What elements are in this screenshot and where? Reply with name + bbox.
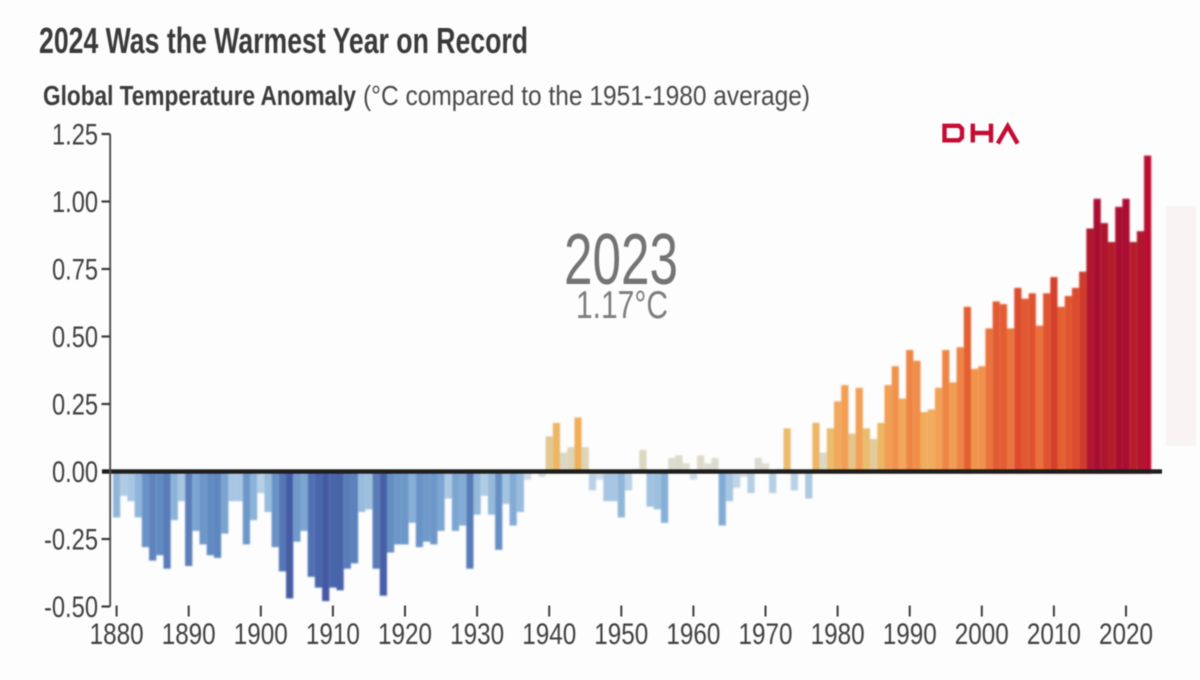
svg-text:1890: 1890	[162, 618, 216, 651]
svg-text:2010: 2010	[1027, 618, 1081, 651]
svg-text:2020: 2020	[1099, 618, 1153, 651]
svg-text:2023: 2023	[564, 220, 678, 300]
svg-text:1910: 1910	[306, 618, 360, 651]
svg-text:1920: 1920	[378, 618, 432, 651]
svg-text:1.17°C: 1.17°C	[576, 284, 668, 327]
svg-text:-0.50: -0.50	[44, 591, 98, 624]
svg-text:1.00: 1.00	[52, 186, 98, 219]
svg-text:(°C compared to the 1951-1980: (°C compared to the 1951-1980 average)	[363, 80, 810, 111]
svg-text:0.25: 0.25	[52, 389, 98, 422]
svg-text:1880: 1880	[90, 618, 144, 651]
svg-text:0.75: 0.75	[52, 254, 98, 287]
svg-text:0.00: 0.00	[52, 456, 98, 489]
svg-text:1980: 1980	[811, 618, 865, 651]
svg-text:-0.25: -0.25	[44, 524, 98, 557]
svg-text:2024 Was the Warmest Year on R: 2024 Was the Warmest Year on Record	[39, 20, 528, 61]
svg-text:1960: 1960	[666, 618, 720, 651]
svg-text:Global Temperature Anomaly: Global Temperature Anomaly	[43, 80, 356, 111]
svg-text:0.50: 0.50	[52, 321, 98, 354]
svg-text:1990: 1990	[883, 618, 937, 651]
svg-text:1940: 1940	[522, 618, 576, 651]
svg-text:2000: 2000	[955, 618, 1009, 651]
svg-text:1930: 1930	[450, 618, 504, 651]
svg-text:1950: 1950	[594, 618, 648, 651]
svg-text:1.25: 1.25	[52, 119, 98, 152]
svg-text:1900: 1900	[234, 618, 288, 651]
svg-text:1970: 1970	[739, 618, 793, 651]
